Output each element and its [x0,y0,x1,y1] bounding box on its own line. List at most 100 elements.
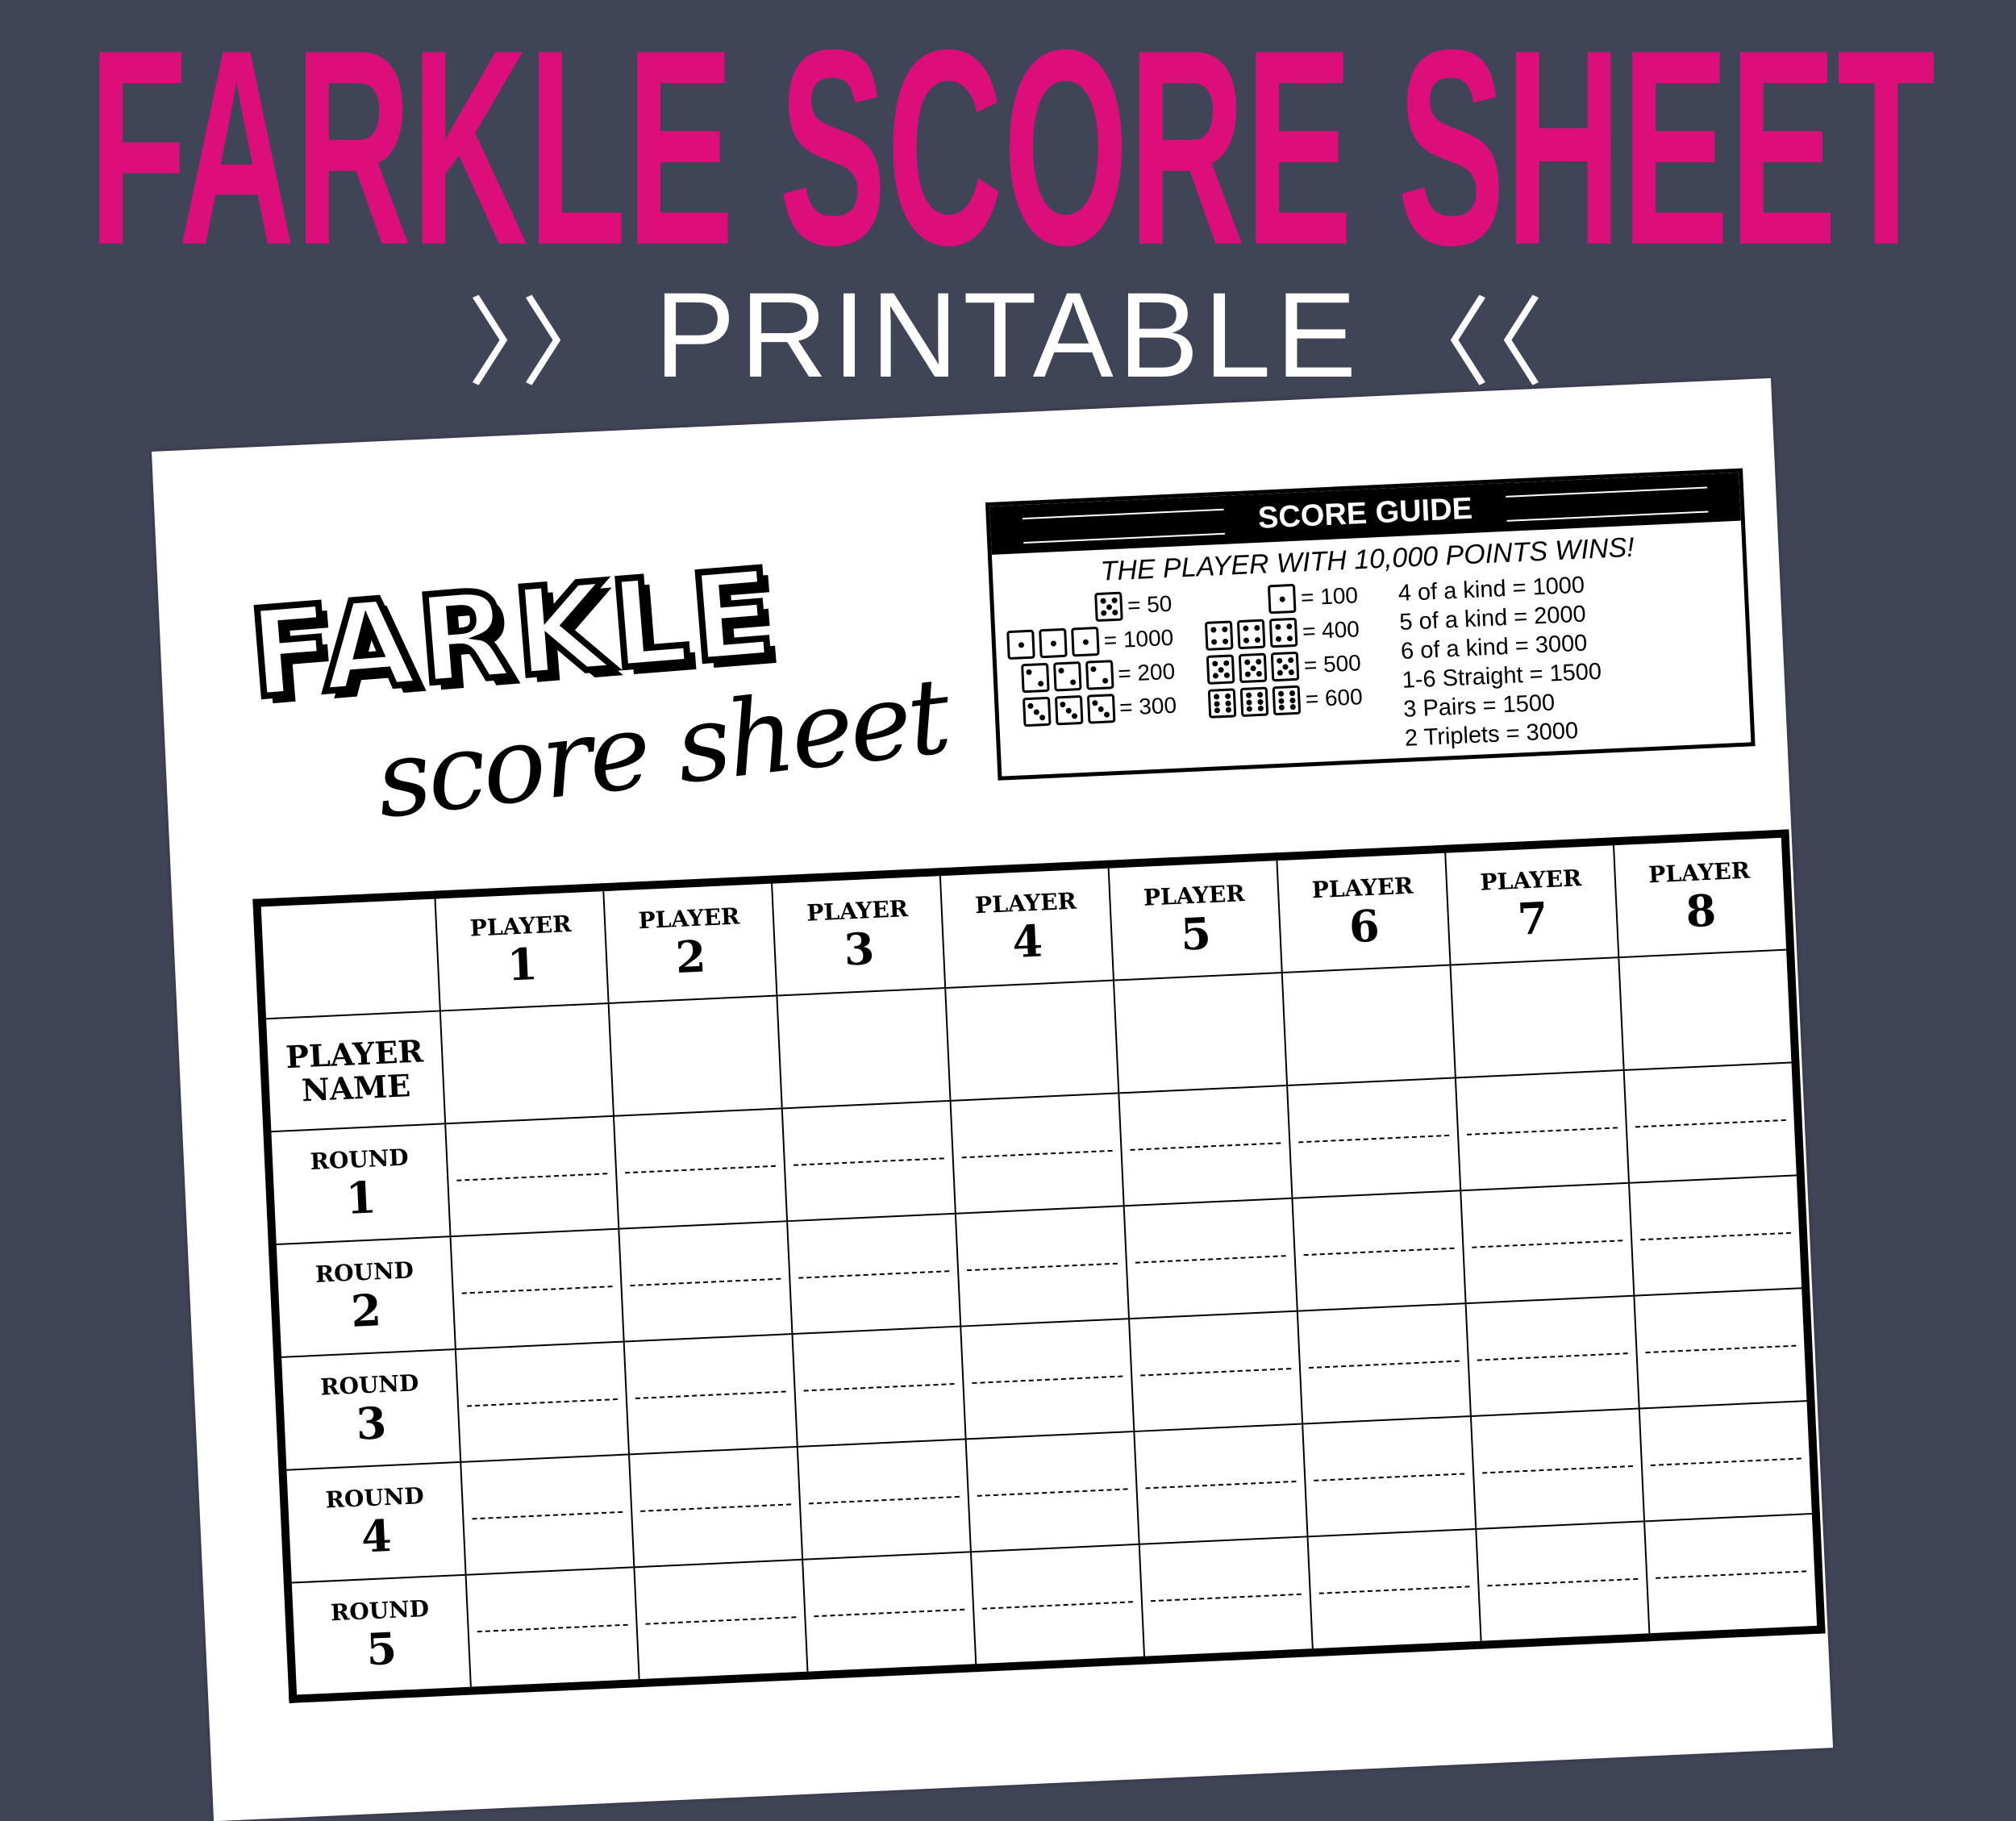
score-guide: SCORE GUIDE THE PLAYER WITH 10,000 POINT… [985,468,1756,781]
die-3-icon [1022,696,1052,727]
score-input-cell[interactable] [970,1544,1145,1669]
score-input-cell[interactable] [460,1454,635,1575]
dashed-divider [1135,1255,1286,1264]
score-input-cell[interactable] [1118,1085,1293,1206]
dashed-divider [1640,1231,1792,1241]
score-input-cell[interactable] [1634,1288,1811,1409]
name-input-cell[interactable] [1281,965,1456,1086]
pip [1289,690,1296,697]
pip [1111,609,1118,616]
page-title: FARKLE SCORE SHEET [89,32,1935,258]
score-input-cell[interactable] [634,1559,808,1684]
score-input-cell[interactable] [455,1341,630,1462]
pip [1214,700,1220,707]
score-input-cell[interactable] [960,1319,1135,1440]
score-row: = 500 [1206,648,1361,685]
pip [1026,669,1032,676]
score-input-cell[interactable] [1134,1423,1308,1544]
dashed-divider [467,1398,618,1407]
score-input-cell[interactable] [955,1206,1130,1327]
round-label: ROUND 3 [277,1349,461,1470]
pip [1082,639,1089,645]
player-header: PLAYER 1 [435,887,609,1011]
name-input-cell[interactable] [945,980,1119,1101]
pip [1288,669,1294,676]
score-input-cell[interactable] [781,1100,956,1222]
die-5-icon [1239,652,1268,684]
die-5-icon [1206,654,1235,685]
score-input-cell[interactable] [613,1108,788,1229]
player-number: 8 [1685,884,1718,938]
score-input-cell[interactable] [445,1115,619,1237]
score-input-cell[interactable] [1307,1528,1481,1653]
die-6-icon [1272,685,1302,716]
score-input-cell[interactable] [1297,1303,1471,1424]
score-input-cell[interactable] [1639,1400,1816,1522]
score-input-cell[interactable] [1465,1295,1639,1417]
score-input-cell[interactable] [1292,1190,1466,1311]
player-number: 2 [674,930,707,984]
score-input-cell[interactable] [950,1093,1124,1214]
score-input-cell[interactable] [1139,1536,1314,1661]
dashed-divider [477,1623,628,1633]
score-row: = 300 [1022,691,1177,727]
score-input-cell[interactable] [797,1439,971,1560]
round-number: 1 [344,1171,377,1224]
pip [1243,637,1250,644]
chevron-left-icon: 〈〈 [1393,290,1549,398]
dashed-divider [635,1390,786,1399]
die-4-icon [1237,619,1266,650]
score-input-cell[interactable] [965,1431,1139,1552]
pip [1092,700,1098,706]
score-input-cell[interactable] [1129,1311,1303,1431]
name-input-cell[interactable] [1113,973,1288,1094]
pip [1257,698,1264,705]
dashed-divider [982,1601,1133,1610]
subtitle: 〉〉 PRINTABLE 〈〈 [0,274,2016,404]
score-input-cell[interactable] [465,1567,639,1691]
name-input-cell[interactable] [439,1003,614,1124]
score-input-cell[interactable] [1623,1062,1801,1183]
die-4-icon [1205,620,1234,651]
score-input-cell[interactable] [450,1228,624,1350]
pip [1225,700,1231,706]
score-input-cell[interactable] [1302,1416,1477,1537]
round-number: 3 [355,1397,388,1450]
score-input-cell[interactable] [1460,1182,1635,1304]
pip [1278,704,1285,710]
score-input-cell[interactable] [792,1326,966,1447]
score-input-cell[interactable] [619,1221,793,1342]
pip [1111,597,1118,604]
dashed-divider [1303,1247,1455,1256]
name-input-cell[interactable] [777,988,951,1109]
score-input-cell[interactable] [1629,1175,1806,1296]
score-sheet-paper: FARKLE score sheet SCORE GUIDE THE PLAYE… [152,377,1834,1821]
score-input-cell[interactable] [629,1446,803,1568]
player-header: PLAYER 6 [1277,848,1451,973]
score-input-cell[interactable] [802,1552,977,1676]
name-input-cell[interactable] [1450,957,1624,1078]
player-number: 4 [1010,915,1044,969]
pip [1224,693,1231,700]
name-input-cell[interactable] [608,995,782,1116]
player-number: 3 [843,923,876,976]
score-row: = 200 [1020,657,1176,694]
score-input-cell[interactable] [1455,1069,1630,1191]
pip [1254,624,1260,631]
player-number: 1 [506,937,539,991]
score-row: = 100 [1268,581,1359,615]
player-header: PLAYER 7 [1445,841,1619,965]
score-input-cell[interactable] [787,1213,961,1335]
pip [1282,663,1289,670]
score-input-cell[interactable] [1123,1198,1297,1319]
score-input-cell[interactable] [1476,1521,1650,1645]
dashed-divider [967,1262,1118,1272]
score-input-cell[interactable] [1644,1513,1822,1638]
die-3-icon [1054,694,1084,726]
score-input-cell[interactable] [1287,1077,1461,1198]
score-input-cell[interactable] [1470,1408,1645,1529]
score-input-cell[interactable] [623,1334,798,1455]
dashed-divider [972,1375,1123,1385]
name-input-cell[interactable] [1618,949,1796,1070]
round-label: ROUND 5 [287,1574,472,1699]
